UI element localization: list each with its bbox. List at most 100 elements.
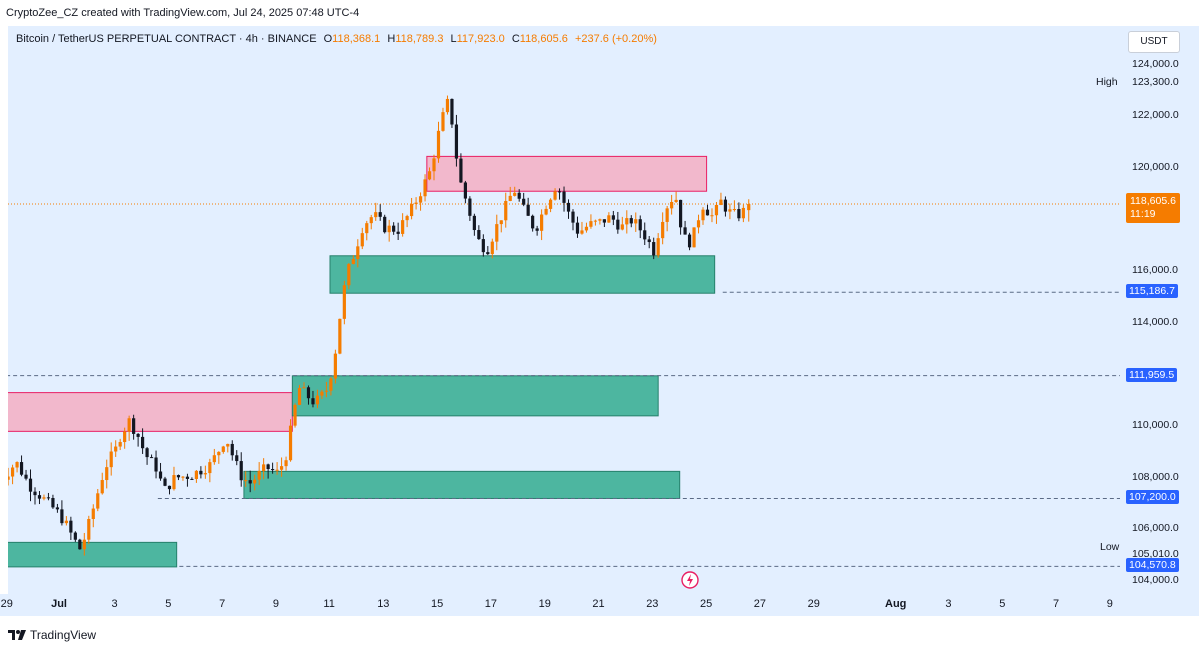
candle-body xyxy=(342,285,346,319)
candle-body xyxy=(46,497,51,499)
time-tick-label: 13 xyxy=(377,598,390,610)
level-price-tag: 115,186.7 xyxy=(1126,284,1178,299)
candle-body xyxy=(105,467,109,481)
time-tick-label: 27 xyxy=(753,598,767,610)
candle-body xyxy=(723,199,728,212)
candle-body xyxy=(145,448,149,458)
time-tick-label: 9 xyxy=(1106,598,1113,610)
price-tick-label: 108,000.0 xyxy=(1132,470,1179,483)
candle-body xyxy=(401,220,405,234)
candle-body xyxy=(37,495,42,499)
current-price-value: 118,605.6 xyxy=(1130,195,1176,207)
candle-body xyxy=(441,112,445,131)
demand-zone xyxy=(243,470,681,499)
candle-body xyxy=(28,478,33,492)
candle-body xyxy=(580,230,584,234)
time-tick-label: 3 xyxy=(945,598,952,610)
author-credit: CryptoZee_CZ created with TradingView.co… xyxy=(6,7,360,19)
candle-body xyxy=(374,212,378,218)
candle-body xyxy=(311,398,315,405)
candle-body xyxy=(351,258,355,265)
candle-body xyxy=(297,387,302,405)
currency-selector[interactable]: USDT xyxy=(1128,31,1180,53)
candle-body xyxy=(620,224,624,230)
candle-body xyxy=(365,223,369,234)
candle-body xyxy=(96,493,100,509)
current-price-tag: 118,605.6 11:19 xyxy=(1126,193,1180,223)
candle-body xyxy=(24,474,28,479)
low-marker-label: Low xyxy=(1100,541,1120,553)
candle-body xyxy=(333,353,337,379)
candle-body xyxy=(194,470,198,479)
candle-body xyxy=(288,425,293,461)
candle-body xyxy=(109,451,113,468)
candle-body xyxy=(275,469,279,471)
time-tick-label: 11 xyxy=(323,598,335,610)
candle-body xyxy=(432,158,436,172)
time-tick-label: 17 xyxy=(484,598,498,610)
candle-body xyxy=(378,212,382,217)
candle-countdown: 11:19 xyxy=(1130,208,1156,220)
candle-body xyxy=(190,478,194,480)
candle-body xyxy=(643,230,647,240)
time-tick-label: 21 xyxy=(592,598,605,610)
candle-body xyxy=(239,461,243,481)
time-tick-label: Aug xyxy=(885,598,907,610)
candle-body xyxy=(728,209,732,212)
candle-body xyxy=(320,391,324,396)
candle-body xyxy=(409,203,414,217)
level-price-tag: 111,959.5 xyxy=(1126,367,1178,382)
candle-body xyxy=(203,473,207,475)
candle-body xyxy=(347,264,351,286)
candle-body xyxy=(540,214,544,231)
price-tick-label: 105,010.0 xyxy=(1132,548,1179,560)
tradingview-icon xyxy=(8,630,26,640)
candle-body xyxy=(208,462,212,474)
tradingview-logo[interactable]: TradingView xyxy=(8,628,96,642)
candle-body xyxy=(575,222,580,234)
candlestick-chart[interactable] xyxy=(8,26,1120,594)
candle-body xyxy=(33,491,37,496)
candle-body xyxy=(396,231,400,234)
candle-body xyxy=(683,227,687,235)
time-tick-label: 7 xyxy=(219,598,226,610)
open-label: O xyxy=(323,33,333,45)
candle-body xyxy=(647,239,651,243)
candle-body xyxy=(522,198,526,205)
candle-body xyxy=(185,476,190,479)
candle-body xyxy=(504,200,508,221)
candle-body xyxy=(593,220,598,222)
candle-body xyxy=(652,242,656,256)
candle-body xyxy=(584,226,589,231)
candle-body xyxy=(64,520,68,524)
candle-body xyxy=(531,215,535,229)
candle-body xyxy=(284,460,288,467)
time-axis[interactable]: 29 Jul 3 5 7 9 11 13 15 17 19 21 23 25 27 29 Aug 3 5 7 9 xyxy=(0,594,1199,616)
candle-body xyxy=(302,387,306,389)
candle-body xyxy=(741,207,745,219)
candle-body xyxy=(279,466,284,470)
candle-body xyxy=(8,476,10,480)
price-axis[interactable]: USDT High Low 124,000.0 123,300.0 122,000.… xyxy=(1096,26,1199,594)
lightning-icon[interactable] xyxy=(681,571,699,589)
candle-body xyxy=(60,509,64,524)
demand-zone xyxy=(291,375,659,417)
candle-body xyxy=(19,462,24,475)
candle-body xyxy=(526,204,530,216)
candle-body xyxy=(454,124,459,159)
candle-body xyxy=(566,202,571,212)
candle-body xyxy=(253,479,257,484)
time-tick-label: 19 xyxy=(538,598,551,610)
candle-body xyxy=(158,471,163,479)
candle-body xyxy=(719,199,723,205)
chart-plot-area[interactable]: Bitcoin / TetherUS PERPETUAL CONTRACT · … xyxy=(8,26,1120,594)
high-label: H xyxy=(387,33,396,45)
candle-body xyxy=(329,378,333,391)
candle-body xyxy=(701,209,705,221)
candle-body xyxy=(78,539,82,550)
candle-body xyxy=(499,220,503,225)
candle-body xyxy=(665,208,669,222)
candle-body xyxy=(481,239,485,253)
candle-body xyxy=(226,443,230,447)
candle-body xyxy=(732,209,736,211)
